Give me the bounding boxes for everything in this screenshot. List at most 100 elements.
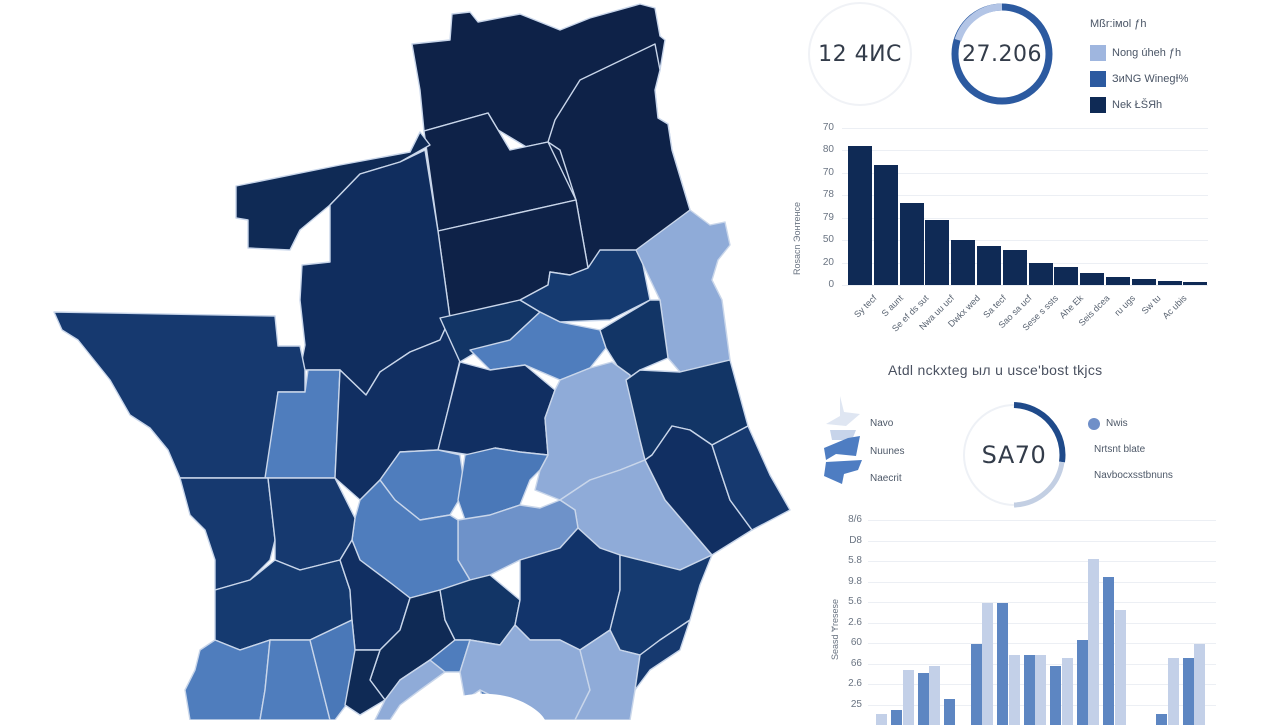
map-region[interactable] (54, 312, 305, 478)
kpi-ring: 27.206 (946, 0, 1058, 108)
bar[interactable] (900, 203, 924, 285)
bar[interactable] (1003, 250, 1027, 285)
x-tick-label: ru ugs (1112, 293, 1137, 318)
bar-light[interactable] (1115, 610, 1126, 725)
x-tick-label: Sy tecf (853, 293, 880, 320)
kpi-mid-value: SA70 (982, 441, 1047, 469)
bar-chart-bottom: Seasd Ɏresese 25 2.6 66 60 2.6 5.6 9.8 5.8 D8 8/6 (820, 505, 1220, 720)
map-region[interactable] (185, 640, 270, 720)
bar[interactable] (848, 146, 872, 285)
bar-mid[interactable] (944, 699, 955, 725)
bar-light[interactable] (929, 666, 940, 725)
gridline (868, 582, 1216, 583)
legend-label: Nek ŁŠЯh (1112, 99, 1162, 111)
y-tick-label: 66 (838, 658, 862, 669)
arrow-graphic-icon (822, 396, 868, 488)
y-tick-label: 50 (810, 234, 834, 245)
bar[interactable] (1132, 279, 1156, 285)
y-tick-label: D8 (838, 535, 862, 546)
bar-mid[interactable] (891, 710, 902, 725)
bar-light[interactable] (1035, 655, 1046, 725)
y-tick-label: 5.8 (838, 555, 862, 566)
bar-mid[interactable] (1024, 655, 1035, 725)
bar-mid[interactable] (971, 644, 982, 725)
gridline (842, 285, 1208, 286)
legend-item: Nong úheh ƒh (1090, 40, 1188, 66)
y-tick-label: 78 (810, 189, 834, 200)
bar-mid[interactable] (918, 673, 929, 725)
bar-light[interactable] (876, 714, 887, 725)
bar-mid[interactable] (1050, 666, 1061, 725)
y-tick-label: 9.8 (838, 576, 862, 587)
legend-title: Mßr:iмol ƒh (1090, 18, 1188, 36)
bar[interactable] (1029, 263, 1053, 285)
x-tick-label: Ac ubis (1161, 293, 1189, 321)
mid-left-label: Nuunes (870, 446, 904, 457)
kpi-ring-mid: SA70 (958, 400, 1070, 510)
gridline (868, 623, 1216, 624)
legend-item: ЗиNG WinegƗ% (1090, 66, 1188, 92)
legend-label: Navbocxsstbnuns (1094, 470, 1173, 481)
x-tick-label: Sw tu (1140, 293, 1163, 316)
gridline (842, 128, 1208, 129)
gridline (842, 150, 1208, 151)
bar[interactable] (874, 165, 898, 285)
y-tick-label: 0 (810, 279, 834, 290)
gridline (868, 602, 1216, 603)
bar-mid[interactable] (1103, 577, 1114, 725)
y-tick-label: 25 (838, 699, 862, 710)
y-tick-label: 70 (810, 122, 834, 133)
gridline (868, 643, 1216, 644)
y-tick-label: 5.6 (838, 596, 862, 607)
legend-swatch (1090, 71, 1106, 87)
y-tick-label: 80 (810, 144, 834, 155)
bar[interactable] (1158, 281, 1182, 285)
y-tick-label: 20 (810, 257, 834, 268)
bar-light[interactable] (903, 670, 914, 725)
bar[interactable] (1080, 273, 1104, 285)
y-tick-label: 79 (810, 212, 834, 223)
legend-dot-icon (1088, 418, 1100, 430)
kpi-plain-value: 12 4ИС (818, 42, 902, 67)
bar-light[interactable] (1062, 658, 1073, 725)
y-tick-label: 2.6 (838, 617, 862, 628)
bar-mid[interactable] (1077, 640, 1088, 725)
bar[interactable] (977, 246, 1001, 285)
bar-mid[interactable] (997, 603, 1008, 725)
y-axis-label: Seasd Ɏresese (830, 599, 840, 660)
bar-mid[interactable] (1183, 658, 1194, 725)
bar-light[interactable] (1194, 644, 1205, 725)
bar[interactable] (925, 220, 949, 285)
y-tick-label: 60 (838, 637, 862, 648)
bar-chart-top: Rosaсn Эонтенсе 0 20 50 79 78 70 80 70 Sy tecf S… (780, 115, 1220, 345)
legend-label: Nong úheh ƒh (1112, 47, 1181, 59)
y-tick-label: 8/6 (838, 514, 862, 525)
gridline (868, 520, 1216, 521)
y-axis-label: Rosaсn Эонтенсе (792, 202, 802, 275)
gridline (868, 561, 1216, 562)
bar[interactable] (1106, 277, 1130, 285)
bar-light[interactable] (1009, 655, 1020, 725)
bar[interactable] (1054, 267, 1078, 285)
section-title: Atdl nckxteg ыл u usce'bost tkjcs (888, 362, 1102, 378)
legend-top: Mßr:iмol ƒh Nong úheh ƒh ЗиNG WinegƗ% Ne… (1090, 18, 1188, 118)
legend-label: ЗиNG WinegƗ% (1112, 73, 1188, 85)
legend-swatch (1090, 45, 1106, 61)
mid-left-label: Navo (870, 418, 893, 429)
bar[interactable] (1183, 282, 1207, 285)
kpi-plain: 12 4ИС (808, 2, 912, 106)
mid-left-label: Naecrit (870, 473, 902, 484)
map-svg (0, 0, 800, 720)
bar-light[interactable] (1088, 559, 1099, 725)
bar[interactable] (951, 240, 975, 285)
bar-mid[interactable] (1156, 714, 1167, 725)
legend-swatch (1090, 97, 1106, 113)
bar-light[interactable] (982, 603, 993, 725)
y-tick-label: 2.6 (838, 678, 862, 689)
bar-light[interactable] (1168, 658, 1179, 725)
kpi-ring-value: 27.206 (962, 42, 1042, 67)
legend-label: Nrtsnt blate (1094, 444, 1145, 455)
y-tick-label: 70 (810, 167, 834, 178)
choropleth-map (0, 0, 800, 720)
gridline (868, 541, 1216, 542)
